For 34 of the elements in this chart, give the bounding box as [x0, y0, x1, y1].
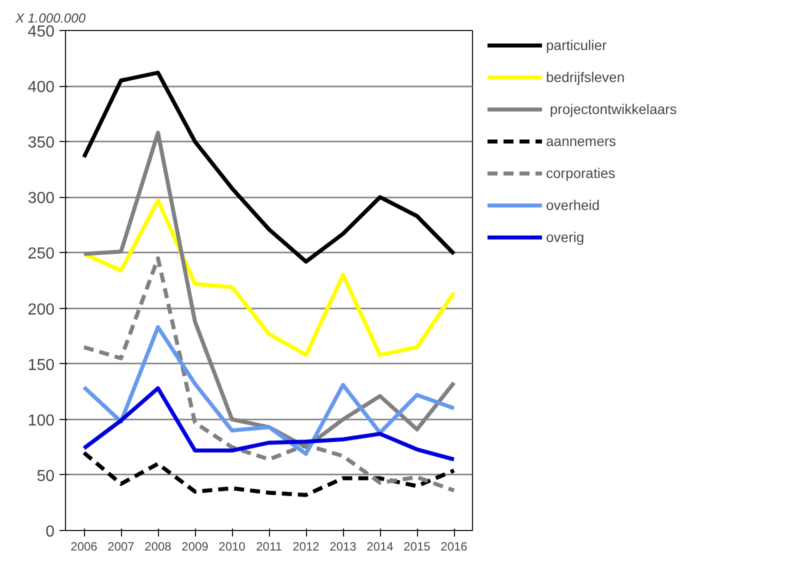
legend-label: corporaties: [546, 165, 616, 181]
y-tick-label: 250: [28, 246, 55, 263]
legend-label: aannemers: [546, 133, 616, 149]
legend-label: overheid: [546, 197, 600, 213]
x-tick-label: 2010: [218, 540, 246, 554]
x-tick-label: 2007: [108, 540, 135, 554]
x-tick-label: 2013: [330, 540, 357, 554]
x-tick-label: 2012: [292, 540, 320, 554]
y-tick-label: 100: [28, 412, 55, 430]
y-tick-label: 450: [28, 24, 55, 40]
x-tick-label: 2015: [404, 540, 431, 554]
x-tick-label: 2008: [144, 540, 172, 554]
y-tick-label: 400: [28, 79, 55, 96]
x-tick-label: 2011: [256, 540, 282, 554]
x-tick-label: 2006: [70, 540, 98, 554]
y-tick-label: 150: [28, 356, 55, 374]
x-tick-label: 2009: [182, 540, 209, 554]
y-tick-label: 300: [28, 190, 55, 208]
y-tick-label: 200: [28, 301, 55, 318]
legend-label: overig: [546, 229, 584, 245]
x-tick-label: 2014: [366, 540, 394, 554]
y-tick-label: 50: [36, 468, 55, 485]
line-series: [82, 70, 456, 264]
y-tick-label: 0: [46, 524, 55, 540]
x-tick-label: 2016: [440, 540, 468, 554]
legend-label: bedrijfsleven: [546, 69, 625, 85]
line-series: [82, 325, 456, 456]
line-series: [82, 198, 456, 357]
y-axis-title: X 1.000.000: [14, 10, 86, 26]
line-series: [82, 450, 456, 497]
legend-label: particulier: [546, 37, 607, 53]
y-tick-label: 350: [28, 134, 55, 152]
line-series: [82, 386, 456, 462]
legend-label: projectontwikkelaars: [548, 101, 677, 117]
